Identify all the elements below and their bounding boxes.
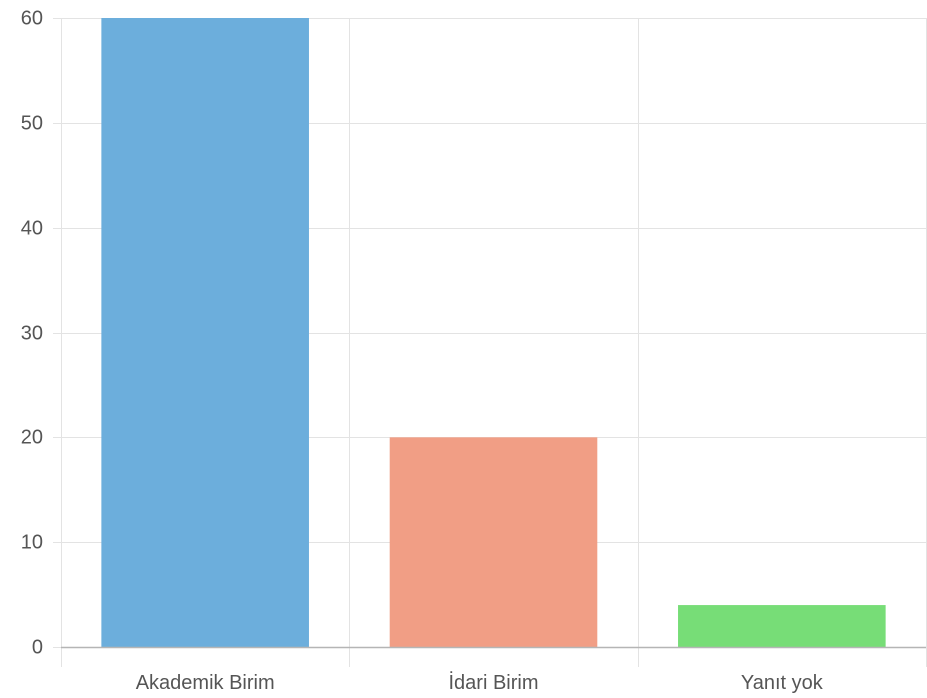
y-axis-tick-labels: 0 10 20 30 40 50 60	[21, 8, 43, 659]
y-tick-label: 0	[32, 637, 43, 659]
x-category-label: Akademik Birim	[136, 672, 275, 694]
bar-yan-t-yok	[678, 605, 886, 647]
y-tick-label: 20	[21, 427, 43, 449]
x-category-label: İdari Birim	[448, 671, 538, 694]
y-tick-label: 50	[21, 113, 43, 135]
axes	[53, 18, 926, 649]
bar-i-dari-birim	[389, 437, 598, 647]
x-category-label: Yanıt yok	[741, 672, 824, 694]
bar-akademik-birim	[101, 18, 309, 647]
y-tick-label: 30	[21, 323, 43, 345]
y-tick-label: 40	[21, 218, 43, 240]
bars	[101, 18, 886, 647]
x-axis-category-labels: Akademik Birim İdari Birim Yanıt yok	[136, 671, 824, 694]
y-tick-label: 60	[21, 8, 43, 30]
y-tick-label: 10	[21, 532, 43, 554]
